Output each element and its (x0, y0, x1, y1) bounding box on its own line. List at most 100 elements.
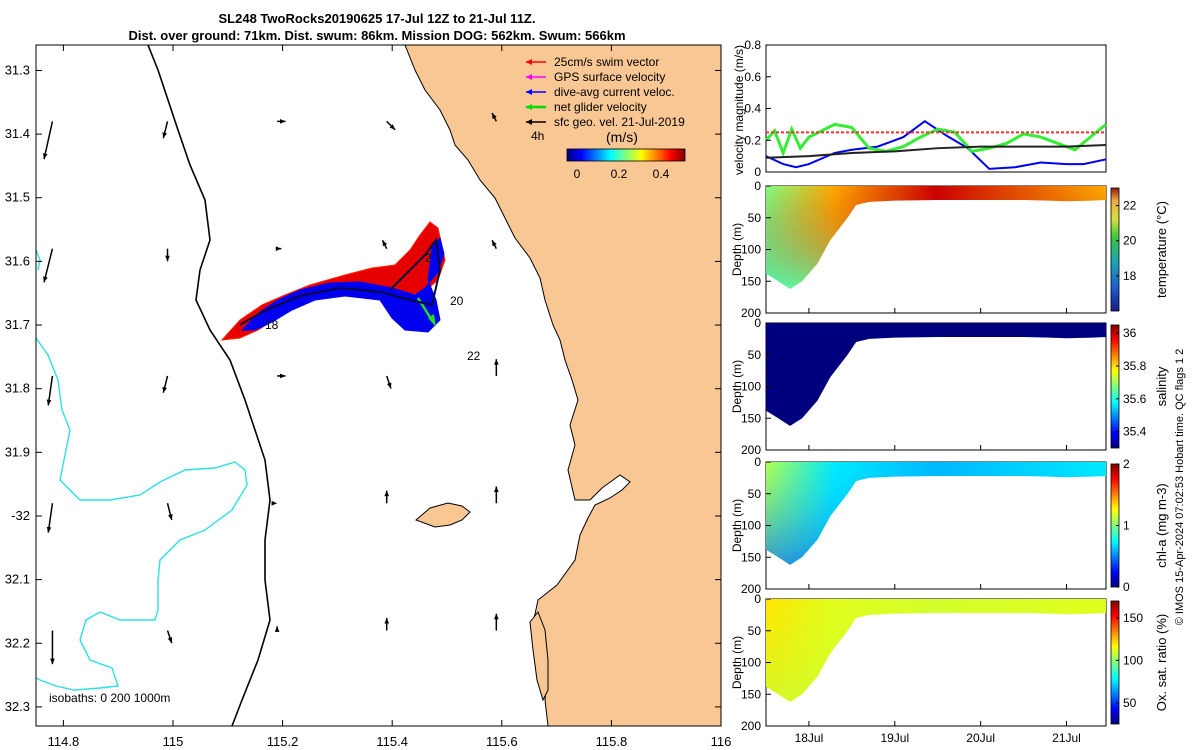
salinity-section-colorbar (1110, 324, 1120, 449)
section-ytick-label: 100 (741, 656, 761, 670)
legend-label: sfc geo. vel. 21-Jul-2019 (554, 115, 685, 129)
geo-vector (162, 375, 169, 393)
colorbar-tick-label: 35.8 (1123, 359, 1147, 373)
map-xtick-label: 115.6 (486, 734, 518, 749)
map-colorbar (566, 148, 686, 162)
isobath-0-line (36, 249, 41, 271)
chla-section-depth-shade (766, 462, 1106, 565)
geo-vector (166, 630, 173, 644)
island-garden (529, 611, 549, 702)
vel-ytick-label: 0.2 (744, 133, 761, 147)
map-ytick-label: 31.3 (5, 62, 30, 77)
geo-vector (165, 248, 170, 262)
colorbar-tick-label: 35.6 (1123, 392, 1147, 406)
legend-label: GPS surface velocity (554, 70, 665, 84)
legend-label: net glider velocity (554, 100, 647, 114)
isobath-1000-line (36, 337, 248, 691)
section-ytick-label: 150 (741, 411, 761, 425)
temperature-section-ylabel: Depth (m) (730, 223, 744, 276)
day-label-20: 20 (450, 294, 464, 308)
legend-label: dive-avg current veloc. (554, 85, 675, 99)
current-vector-track (240, 236, 445, 333)
geo-vector (43, 248, 54, 283)
section-ytick-label: 100 (741, 243, 761, 257)
map-xtick-label: 115.8 (596, 734, 628, 749)
geo-vector (491, 239, 497, 249)
map-ytick-label: 31.9 (5, 444, 30, 459)
geo-vector (166, 503, 173, 521)
colorbar-tick-label: 2 (1123, 457, 1130, 471)
map-axis-ticks: 114.8 115 115.2 115.4 115.6 115.8 116 31.3 31.4 3… (5, 45, 732, 749)
geo-vector (384, 617, 390, 631)
section-ytick-label: 50 (748, 211, 762, 225)
section-ytick-label: 200 (741, 443, 761, 457)
geo-vector (386, 375, 392, 389)
vel-ytick-label: 0.4 (744, 102, 761, 116)
map-ytick-label: 31.5 (5, 190, 30, 205)
geo-vector (162, 121, 169, 139)
map-xtick-label: 116 (711, 734, 732, 749)
temperature-section: 0 50 100 150 200 Depth (m) 18 20 22 temperature (… (730, 179, 1169, 320)
section-ytick-label: 200 (741, 719, 761, 733)
isobath-200-line (147, 45, 271, 726)
map-ytick-label: 31.6 (5, 253, 30, 268)
geo-vector (493, 613, 499, 631)
temperature-section-colorbar (1110, 187, 1120, 312)
colorbar-tick-label: 100 (1123, 653, 1143, 667)
map-xtick-label: 115.4 (376, 734, 408, 749)
vel-ytick-label: 0 (754, 165, 761, 179)
isobath-label: isobaths: 0 200 1000m (49, 691, 170, 705)
geo-vector (491, 112, 497, 122)
map-colorbar-tick-0.2: 0.2 (611, 167, 628, 181)
velocity-ylabel: velocity magnitude (m/s) (732, 45, 746, 175)
colorbar-tick-label: 22 (1123, 199, 1137, 213)
geo-vector (275, 246, 282, 252)
salinity-section-depth-shade (766, 323, 1106, 426)
chla-section: 0 50 100 150 200 Depth (m) 0 1 2 chl-a (mg m-3) (730, 455, 1169, 596)
oxygen-section-colorbar-label: Ox. sat. ratio (%) (1154, 614, 1169, 712)
map-ytick-label: 31.8 (5, 381, 30, 396)
geo-vector (381, 239, 388, 249)
geo-vector (271, 500, 278, 506)
legend-label: 25cm/s swim vector (554, 55, 659, 69)
temperature-section-colorbar-label: temperature (°C) (1154, 201, 1169, 298)
legend-item: dive-avg current veloc. (526, 85, 675, 99)
glider-track-map: 18 2 20 22 114.8 115 115.2 115.4 115.6 115.8 1… (5, 44, 732, 749)
vel-series-net-glider-velocity (764, 122, 1107, 158)
time-xtick-label: 21Jul (1052, 731, 1081, 745)
time-xtick-label: 20Jul (966, 731, 995, 745)
figure-title-line1: SL248 TwoRocks20190625 17-Jul 12Z to 21-… (219, 11, 536, 26)
temperature-section-depth-shade (766, 186, 1106, 289)
section-ytick-label: 100 (741, 519, 761, 533)
section-ytick-label: 200 (741, 306, 761, 320)
section-ytick-label: 200 (741, 582, 761, 596)
colorbar-tick-label: 150 (1123, 611, 1143, 625)
colorbar-tick-label: 35.4 (1123, 425, 1147, 439)
salinity-section: 0 50 100 150 200 Depth (m) 35.4 35.6 35.8 36 salin… (730, 316, 1169, 457)
colorbar-unit-label: (m/s) (606, 129, 638, 145)
day-label-18: 18 (265, 318, 279, 332)
map-ytick-label: 32.2 (5, 635, 30, 650)
salinity-section-ylabel: Depth (m) (730, 360, 744, 413)
vel-series-surface-geostrophic (765, 144, 1107, 159)
velocity-panel-frame (765, 44, 1107, 173)
section-ytick-label: 150 (741, 550, 761, 564)
oxygen-section: 0 50 100 150 200 Depth (m) 50 100 150 Ox. sat. ra… (730, 592, 1169, 745)
day-label-19: 2 (425, 251, 432, 265)
map-xtick-label: 114.8 (48, 734, 80, 749)
section-ytick-label: 0 (754, 592, 761, 606)
section-ytick-label: 0 (754, 455, 761, 469)
map-ytick-label: 32.1 (5, 572, 30, 587)
map-colorbar-tick-0.4: 0.4 (653, 167, 670, 181)
geo-vector (46, 503, 54, 533)
section-ytick-label: 50 (748, 624, 762, 638)
figure-title-line2: Dist. over ground: 71km. Dist. swum: 86k… (128, 28, 625, 43)
geo-vector (50, 630, 55, 665)
colorbar-tick-label: 36 (1123, 326, 1137, 340)
vel-ytick-label: 0.6 (744, 70, 761, 84)
legend-item: net glider velocity (526, 100, 647, 114)
map-frame (35, 44, 722, 727)
geo-vector (277, 373, 286, 379)
